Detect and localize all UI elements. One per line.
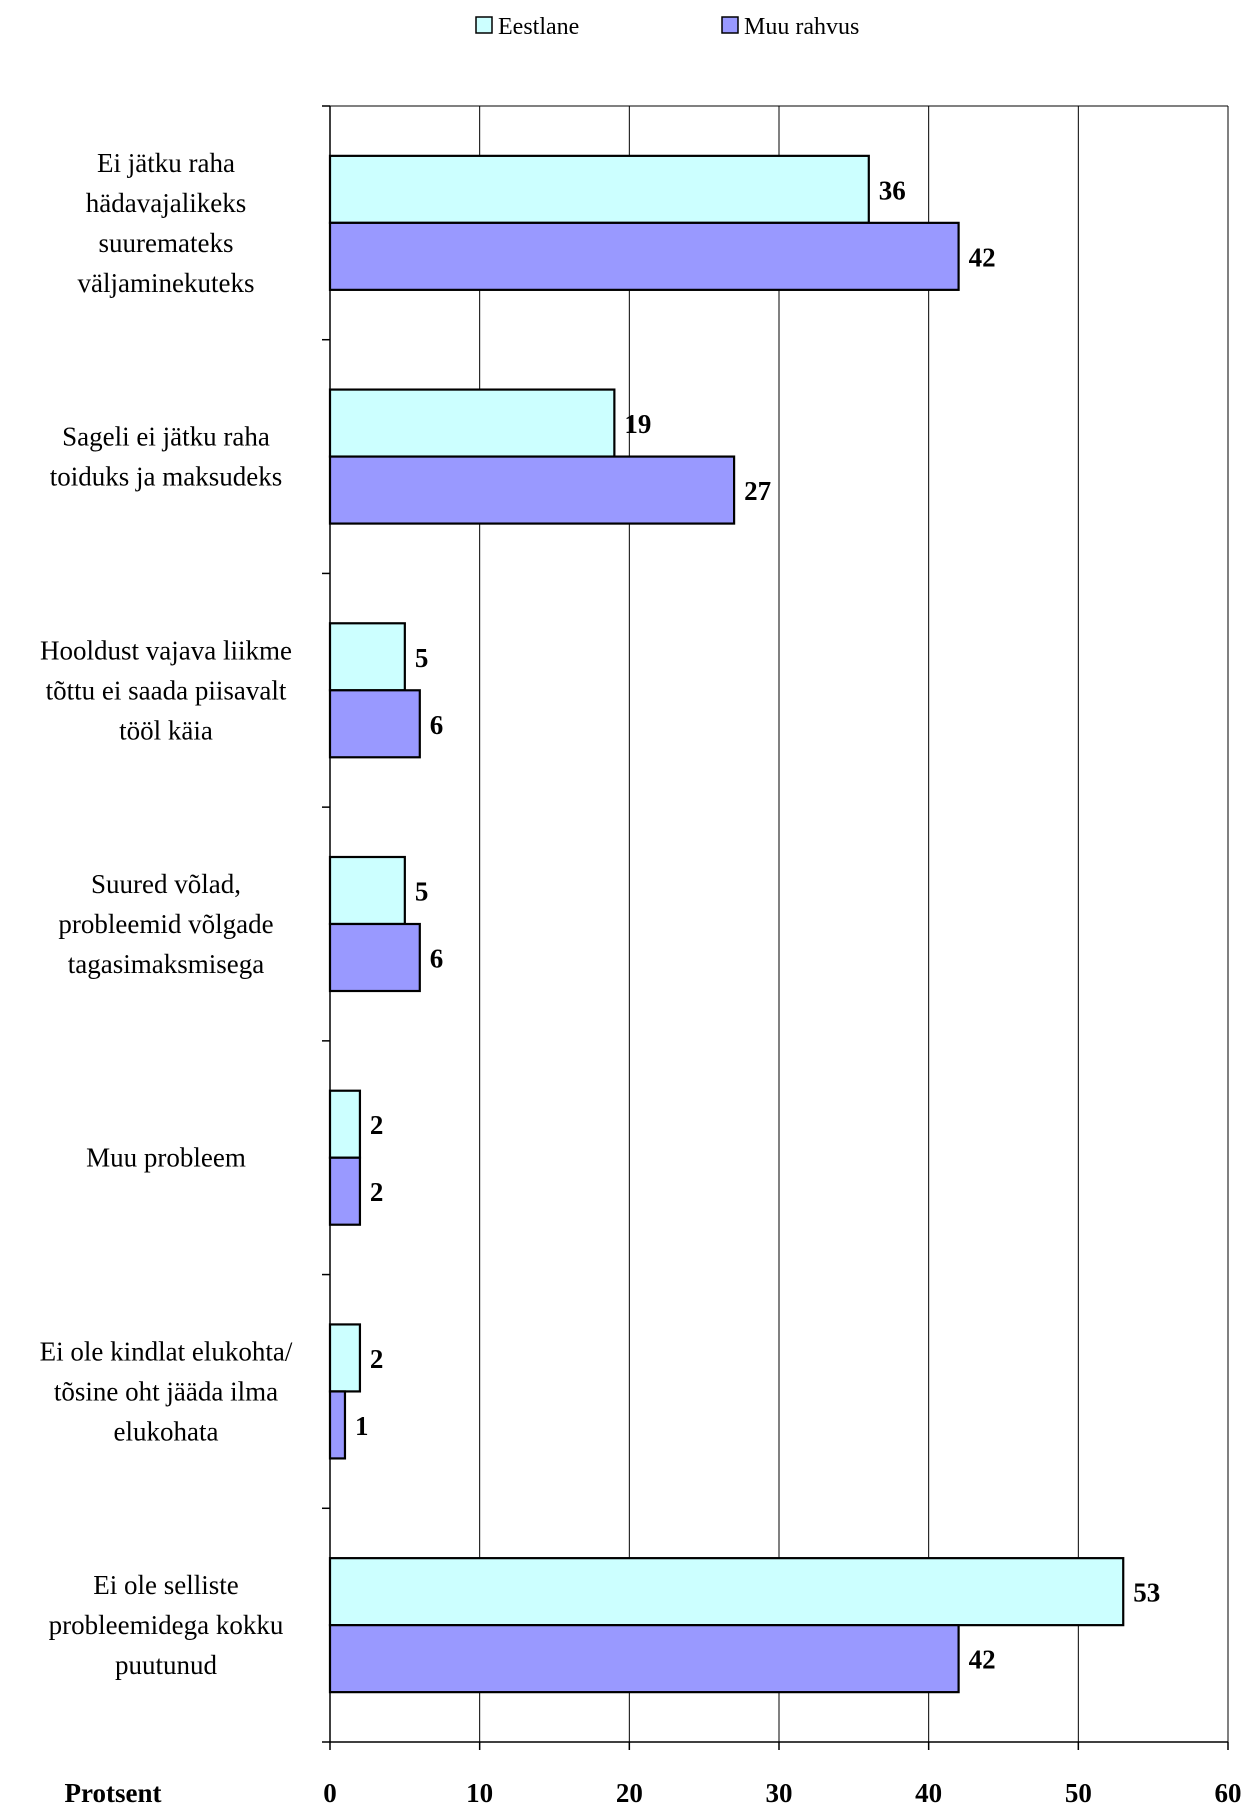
data-label: 36 bbox=[879, 175, 906, 205]
data-label: 6 bbox=[430, 710, 444, 740]
x-tick-label: 20 bbox=[616, 1778, 643, 1803]
bar-muu-rahvus bbox=[328, 455, 736, 525]
x-tick-label: 40 bbox=[915, 1778, 942, 1803]
bar-eestlane bbox=[328, 622, 406, 692]
data-label: 2 bbox=[370, 1110, 384, 1140]
bar-muu-rahvus bbox=[328, 1624, 960, 1694]
x-tick-label: 0 bbox=[323, 1778, 337, 1803]
legend-swatch-eestlane bbox=[475, 16, 493, 34]
data-label: 1 bbox=[355, 1411, 369, 1441]
category-label: Ei ole kindlat elukohta/tõsine oht jääda… bbox=[40, 1336, 293, 1446]
bar-eestlane bbox=[328, 1089, 362, 1159]
data-label: 42 bbox=[969, 242, 996, 272]
bar-eestlane bbox=[328, 1557, 1125, 1627]
bar-eestlane bbox=[328, 154, 870, 224]
data-label: 27 bbox=[744, 476, 771, 506]
data-label: 2 bbox=[370, 1344, 384, 1374]
data-label: 19 bbox=[624, 409, 651, 439]
x-axis-label: Protsent bbox=[65, 1778, 162, 1803]
category-label: Ei ole selliste probleemidega kokku puutun… bbox=[49, 1570, 284, 1680]
data-label: 2 bbox=[370, 1177, 384, 1207]
bar-muu-rahvus bbox=[328, 922, 421, 993]
category-label: Suured võlad, probleemid võlgade tagasimak… bbox=[58, 869, 273, 979]
category-label: Ei jätku raha hädavajalikeks suuremateks vä… bbox=[78, 148, 255, 298]
x-tick-label: 60 bbox=[1215, 1778, 1242, 1803]
data-label: 6 bbox=[430, 944, 444, 974]
legend-label-muu-rahvus: Muu rahvus bbox=[744, 14, 859, 40]
data-label: 42 bbox=[969, 1645, 996, 1675]
category-label: Sageli ei jätku raha toiduks ja maksudeks bbox=[50, 422, 282, 492]
legend-swatch-muu-rahvus bbox=[721, 16, 739, 34]
bar-muu-rahvus bbox=[328, 1390, 347, 1460]
bar-muu-rahvus bbox=[328, 689, 421, 759]
data-label: 5 bbox=[415, 877, 429, 907]
x-tick-label: 50 bbox=[1065, 1778, 1092, 1803]
bar-muu-rahvus bbox=[328, 1156, 362, 1226]
x-tick-label: 10 bbox=[466, 1778, 493, 1803]
category-label: Hooldust vajava liikme tõttu ei saada pii… bbox=[40, 635, 292, 745]
bar-eestlane bbox=[328, 388, 616, 458]
data-label: 5 bbox=[415, 643, 429, 673]
data-label: 53 bbox=[1133, 1578, 1160, 1608]
category-label: Muu probleem bbox=[86, 1143, 246, 1173]
bar-eestlane bbox=[328, 855, 406, 926]
x-tick-label: 30 bbox=[766, 1778, 793, 1803]
bar-muu-rahvus bbox=[328, 221, 960, 291]
legend-label-eestlane: Eestlane bbox=[498, 14, 579, 40]
bar-eestlane bbox=[328, 1323, 362, 1393]
